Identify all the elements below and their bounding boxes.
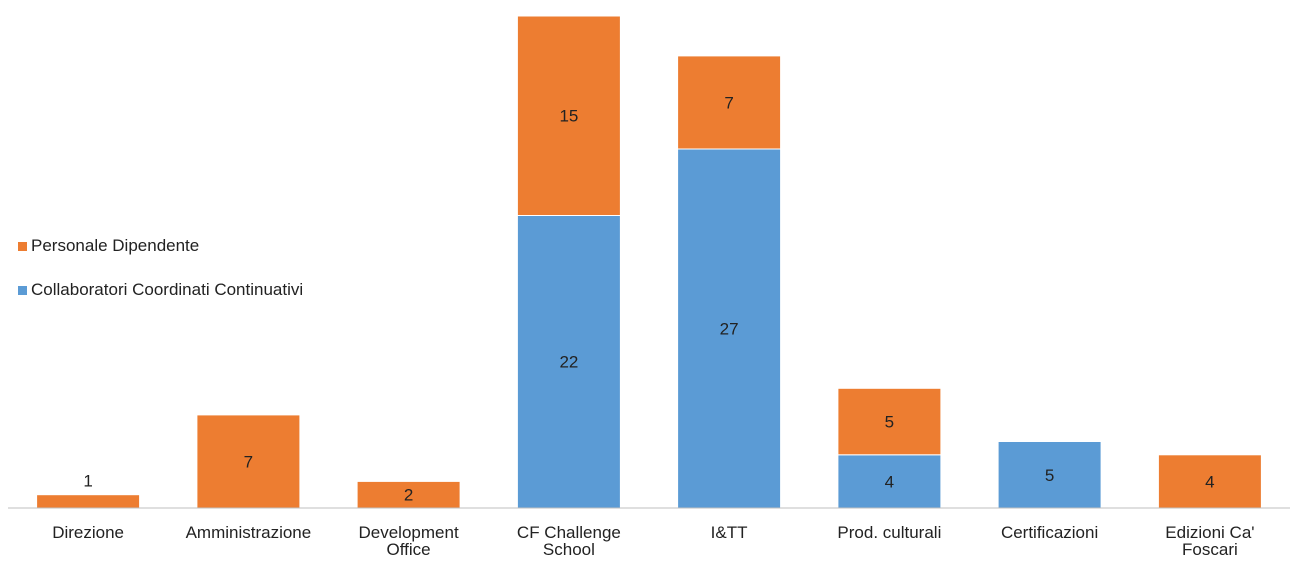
bar-collaboratori-5 (837, 454, 942, 509)
bar-personale-3 (516, 15, 621, 216)
bar-collaboratori-6 (997, 441, 1102, 509)
x-tick-label-5: Prod. culturali (837, 523, 941, 542)
data-label-personale-1: 7 (244, 453, 253, 472)
data-label-personale-4: 7 (724, 93, 733, 112)
data-label-personale-0: 1 (83, 472, 92, 491)
x-tick-label-0: Direzione (52, 523, 124, 542)
legend-label-collaboratori: Collaboratori Coordinati Continuativi (31, 280, 304, 299)
data-label-collaboratori-3: 22 (559, 353, 578, 372)
legend-label-personale-dipendente: Personale Dipendente (31, 236, 200, 255)
x-tick-label-4: I&TT (711, 523, 748, 542)
bar-personale-2 (356, 480, 461, 509)
x-tick-label-2: Development Office (359, 523, 459, 559)
bar-collaboratori-3 (516, 215, 621, 509)
bar-personale-7 (1157, 454, 1262, 509)
data-label-personale-3: 15 (559, 107, 578, 126)
bar-collaboratori-4 (677, 148, 782, 509)
x-tick-label-1: Amministrazione (186, 523, 312, 542)
legend-item-collaboratori: Collaboratori Coordinati Continuativi (18, 280, 303, 300)
data-label-collaboratori-5: 4 (885, 472, 894, 491)
legend-swatch-blue (18, 285, 27, 295)
data-label-personale-7: 4 (1205, 472, 1214, 491)
data-label-collaboratori-6: 5 (1045, 466, 1054, 485)
x-tick-label-6: Certificazioni (1001, 523, 1098, 542)
x-tick-labels: Direzione Amministrazione Development Offic… (52, 523, 1254, 559)
data-label-personale-2: 2 (404, 486, 413, 505)
legend-swatch-orange (18, 241, 27, 251)
bar-personale-0 (36, 494, 141, 509)
data-label-collaboratori-4: 27 (720, 320, 739, 339)
legend-item-personale-dipendente: Personale Dipendente (18, 236, 199, 256)
data-label-personale-5: 5 (885, 413, 894, 432)
bar-personale-4 (677, 55, 782, 150)
bar-personale-1 (196, 414, 301, 509)
x-tick-label-3: CF Challenge School (517, 523, 621, 559)
bar-personale-5 (837, 387, 942, 456)
x-tick-label-7: Edizioni Ca' Foscari (1165, 523, 1254, 559)
